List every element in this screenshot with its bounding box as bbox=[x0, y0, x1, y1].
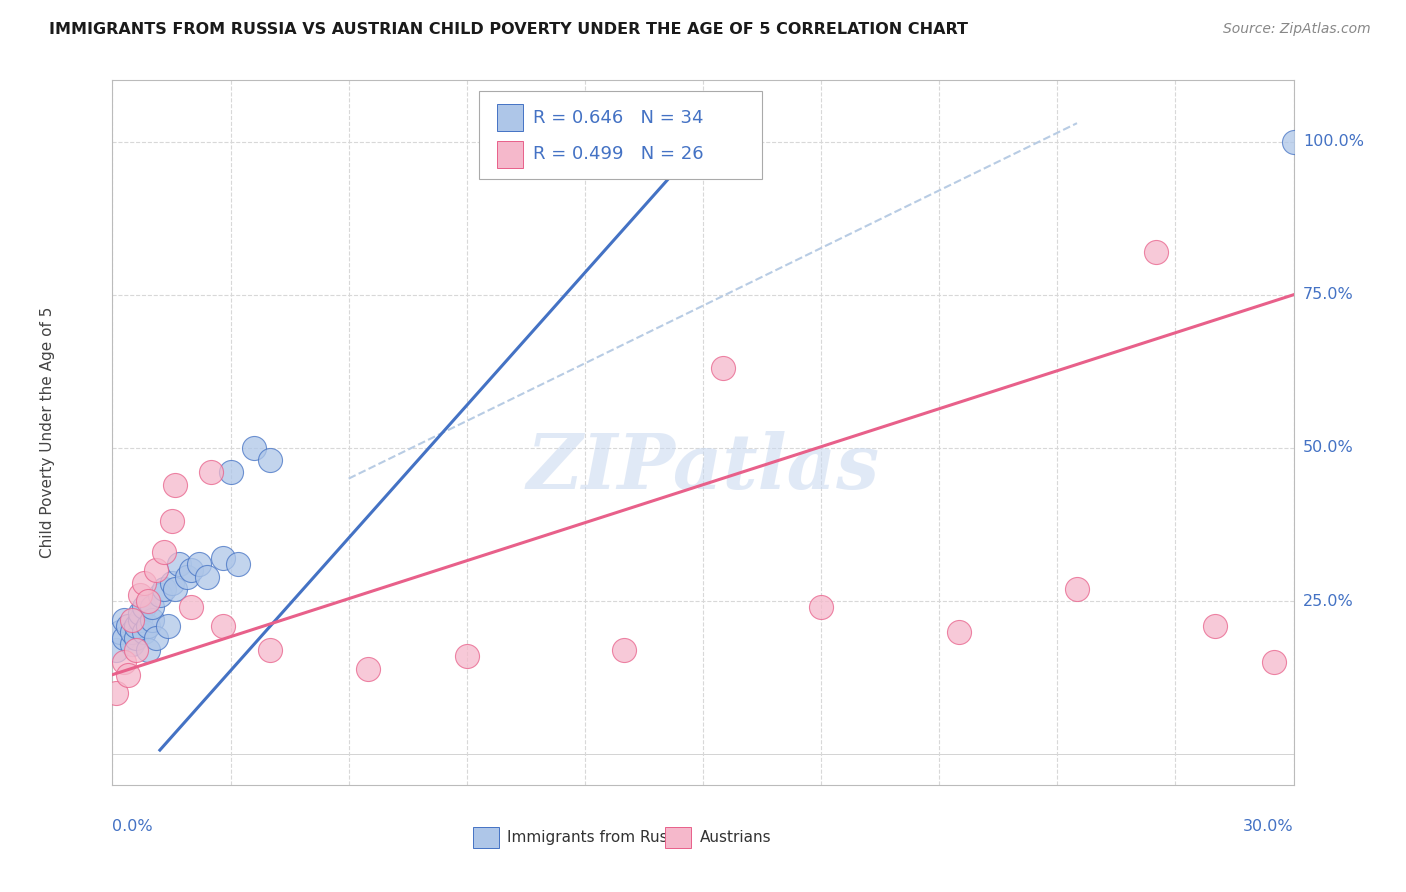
Point bbox=[456, 649, 478, 664]
Point bbox=[141, 600, 163, 615]
Text: 0.0%: 0.0% bbox=[112, 819, 153, 834]
Text: Austrians: Austrians bbox=[699, 830, 770, 846]
Point bbox=[1263, 656, 1285, 670]
Point bbox=[136, 643, 159, 657]
Point bbox=[357, 661, 380, 675]
Point bbox=[132, 575, 155, 590]
Point bbox=[200, 466, 222, 480]
Text: Child Poverty Under the Age of 5: Child Poverty Under the Age of 5 bbox=[39, 307, 55, 558]
Point bbox=[165, 477, 187, 491]
Point bbox=[169, 558, 191, 572]
Point bbox=[948, 624, 970, 639]
Point bbox=[149, 588, 172, 602]
Point bbox=[129, 588, 152, 602]
Text: 100.0%: 100.0% bbox=[1303, 134, 1364, 149]
Point bbox=[132, 624, 155, 639]
Text: R = 0.499   N = 26: R = 0.499 N = 26 bbox=[533, 145, 703, 163]
Point bbox=[211, 618, 233, 632]
Text: 25.0%: 25.0% bbox=[1303, 594, 1354, 608]
Point bbox=[176, 569, 198, 583]
Text: 50.0%: 50.0% bbox=[1303, 441, 1354, 456]
Point bbox=[145, 631, 167, 645]
Point bbox=[180, 600, 202, 615]
Point bbox=[156, 618, 179, 632]
Text: Immigrants from Russia: Immigrants from Russia bbox=[508, 830, 689, 846]
Point bbox=[160, 515, 183, 529]
Point bbox=[1204, 618, 1226, 632]
Point bbox=[121, 613, 143, 627]
Point bbox=[129, 613, 152, 627]
Point bbox=[136, 594, 159, 608]
Point bbox=[117, 667, 139, 681]
FancyBboxPatch shape bbox=[472, 827, 499, 848]
Point bbox=[211, 551, 233, 566]
Point bbox=[136, 618, 159, 632]
Point bbox=[105, 643, 128, 657]
Point bbox=[112, 631, 135, 645]
Point bbox=[125, 631, 148, 645]
Point bbox=[105, 686, 128, 700]
Point bbox=[121, 624, 143, 639]
Point bbox=[152, 545, 174, 559]
Point bbox=[228, 558, 250, 572]
Point bbox=[259, 453, 281, 467]
Text: 30.0%: 30.0% bbox=[1243, 819, 1294, 834]
Text: 75.0%: 75.0% bbox=[1303, 287, 1354, 302]
Point bbox=[219, 466, 242, 480]
Point bbox=[112, 656, 135, 670]
Point bbox=[132, 600, 155, 615]
Point bbox=[195, 569, 218, 583]
Point bbox=[810, 600, 832, 615]
FancyBboxPatch shape bbox=[498, 141, 523, 168]
Point bbox=[117, 618, 139, 632]
Point bbox=[145, 564, 167, 578]
Point bbox=[711, 361, 734, 376]
Point bbox=[110, 624, 132, 639]
Point bbox=[125, 618, 148, 632]
Point bbox=[180, 564, 202, 578]
Point bbox=[152, 582, 174, 596]
Point bbox=[1144, 244, 1167, 259]
Point bbox=[112, 613, 135, 627]
Point bbox=[129, 607, 152, 621]
FancyBboxPatch shape bbox=[665, 827, 692, 848]
Point bbox=[613, 643, 636, 657]
Point bbox=[121, 637, 143, 651]
FancyBboxPatch shape bbox=[498, 104, 523, 131]
Point bbox=[1282, 135, 1305, 149]
Text: IMMIGRANTS FROM RUSSIA VS AUSTRIAN CHILD POVERTY UNDER THE AGE OF 5 CORRELATION : IMMIGRANTS FROM RUSSIA VS AUSTRIAN CHILD… bbox=[49, 22, 969, 37]
FancyBboxPatch shape bbox=[478, 91, 762, 179]
Point bbox=[188, 558, 211, 572]
Point bbox=[160, 575, 183, 590]
Text: ZIPatlas: ZIPatlas bbox=[526, 431, 880, 505]
Point bbox=[141, 613, 163, 627]
Point bbox=[259, 643, 281, 657]
Text: Source: ZipAtlas.com: Source: ZipAtlas.com bbox=[1223, 22, 1371, 37]
Point bbox=[165, 582, 187, 596]
Point bbox=[243, 441, 266, 455]
Text: R = 0.646   N = 34: R = 0.646 N = 34 bbox=[533, 109, 703, 127]
Point bbox=[125, 643, 148, 657]
Point bbox=[1066, 582, 1088, 596]
